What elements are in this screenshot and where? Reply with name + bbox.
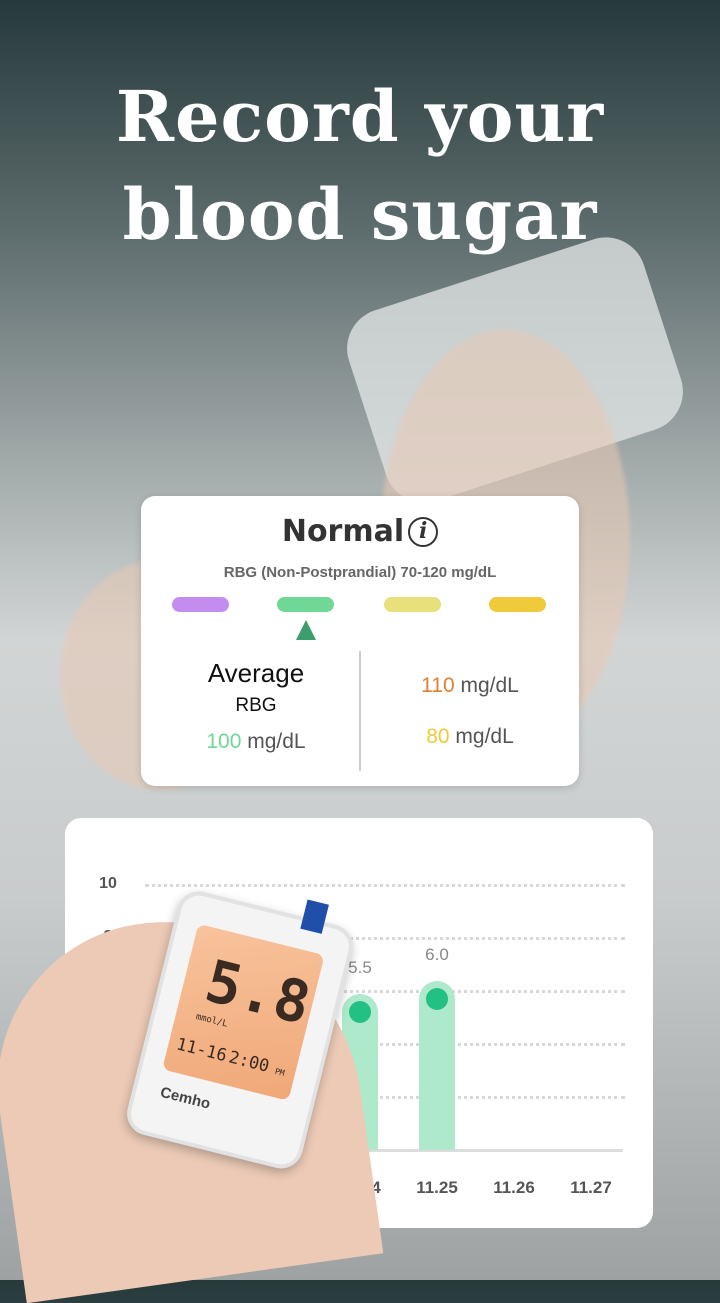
data-label: 5.5 bbox=[348, 958, 372, 978]
gridline bbox=[145, 884, 625, 887]
headline: Record your blood sugar bbox=[115, 75, 605, 256]
range-segment bbox=[384, 597, 441, 612]
meter-screen: 5.8 mmol/L 11-16 2:00 PM bbox=[162, 923, 325, 1101]
indicator-arrow-icon bbox=[296, 620, 316, 640]
status-card: Normal i RBG (Non-Postprandial) 70-120 mg… bbox=[141, 496, 579, 786]
y-tick-label: 10 bbox=[99, 875, 117, 892]
high-value: 110 mg/dL bbox=[421, 674, 519, 697]
low-value: 80 mg/dL bbox=[426, 725, 514, 748]
brand-logo: Cemho bbox=[158, 1083, 212, 1113]
x-axis bbox=[255, 1149, 623, 1152]
data-label: 6.0 bbox=[425, 945, 449, 964]
x-tick-label: 11.26 bbox=[493, 1178, 535, 1197]
average-value: 100 mg/dL bbox=[206, 730, 306, 753]
range-segment bbox=[489, 597, 546, 612]
x-tick-label: 11.25 bbox=[416, 1178, 458, 1197]
average-title: Average bbox=[207, 658, 305, 688]
info-icon[interactable]: i bbox=[408, 517, 439, 547]
gridline bbox=[145, 990, 625, 993]
x-tick-label: 11.27 bbox=[570, 1178, 612, 1197]
gridline bbox=[145, 1096, 625, 1099]
data-point bbox=[349, 1001, 371, 1024]
range-segment bbox=[172, 597, 229, 612]
average-subtitle: RBG bbox=[235, 695, 277, 716]
status-title: Normal i bbox=[141, 514, 579, 549]
gridline bbox=[145, 1043, 625, 1046]
range-segment bbox=[277, 597, 334, 612]
data-point bbox=[426, 988, 448, 1010]
range-label: RBG (Non-Postprandial) 70-120 mg/dL bbox=[223, 564, 497, 581]
gridline bbox=[145, 937, 625, 940]
divider bbox=[359, 651, 361, 771]
